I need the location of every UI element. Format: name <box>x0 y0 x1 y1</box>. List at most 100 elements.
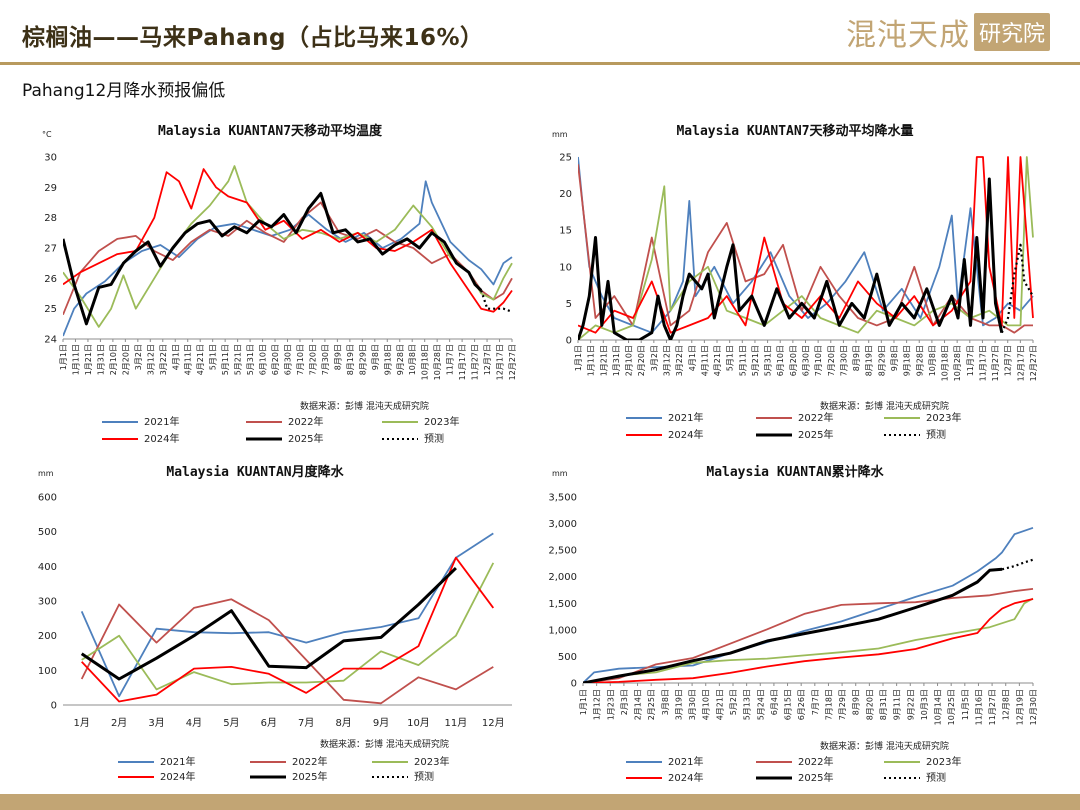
y-tick-label: 400 <box>38 562 57 573</box>
axis-unit: mm <box>552 130 568 139</box>
source-note: 数据来源：彭博 混沌天成研究院 <box>820 740 949 752</box>
x-tick-label: 9月8日 <box>890 345 899 371</box>
series-line-2025 <box>583 567 1003 683</box>
series-line-2025 <box>578 177 1004 340</box>
x-tick-label: 9月 <box>373 717 389 729</box>
x-tick-label: 3月2日 <box>650 345 659 371</box>
y-tick-label: 0 <box>566 336 572 347</box>
x-tick-label: 6月30日 <box>284 344 293 375</box>
x-tick-label: 12月30日 <box>1029 689 1038 725</box>
x-tick-label: 8月9日 <box>852 345 861 371</box>
x-tick-label: 12月19日 <box>1015 689 1024 725</box>
chart-title: Malaysia KUANTAN7天移动平均降水量 <box>676 123 913 139</box>
x-tick-label: 8月9日 <box>852 689 861 715</box>
x-tick-label: 7月10日 <box>296 344 305 375</box>
legend-label: 2021年 <box>668 411 703 424</box>
x-tick-label: 5月11日 <box>738 345 747 376</box>
x-tick-label: 10月14日 <box>934 689 943 725</box>
x-tick-label: 4月21日 <box>713 345 722 376</box>
y-tick-label: 600 <box>38 493 57 504</box>
x-tick-label: 1月11日 <box>71 344 80 375</box>
series-line-2024 <box>578 156 1034 334</box>
x-tick-label: 1月12日 <box>593 689 602 720</box>
x-tick-label: 5月11日 <box>221 344 230 375</box>
x-tick-label: 10月8日 <box>928 345 937 376</box>
x-tick-label: 12月27日 <box>508 344 517 380</box>
series-line-forecast <box>1001 558 1034 571</box>
x-tick-label: 5月 <box>223 717 239 729</box>
series-line-2023 <box>583 597 1034 683</box>
x-tick-label: 11月27日 <box>988 689 997 725</box>
x-tick-label: 9月28日 <box>915 345 924 376</box>
x-tick-label: 5月24日 <box>756 689 765 720</box>
series-line-2024 <box>81 556 495 703</box>
series-line-2022 <box>578 164 1033 334</box>
series-line-2023 <box>63 165 513 328</box>
series-line-2025 <box>63 191 483 326</box>
x-tick-label: 4月21日 <box>715 689 724 720</box>
x-tick-label: 7月30日 <box>839 345 848 376</box>
series-line-2023 <box>81 562 495 691</box>
source-note: 数据来源：彭博 混沌天成研究院 <box>300 400 429 412</box>
series-line-2021 <box>80 532 494 698</box>
x-tick-label: 10月25日 <box>947 689 956 725</box>
x-tick-label: 4月11日 <box>700 345 709 376</box>
x-tick-label: 10月28日 <box>953 345 962 381</box>
x-tick-label: 4月21日 <box>196 344 205 375</box>
x-tick-label: 3月19日 <box>674 689 683 720</box>
x-tick-label: 12月7日 <box>1004 345 1013 376</box>
x-tick-label: 1月1日 <box>574 345 583 371</box>
x-tick-label: 2月20日 <box>637 345 646 376</box>
y-tick-label: 0 <box>51 701 57 712</box>
x-tick-label: 12月17日 <box>496 344 505 380</box>
x-tick-label: 3月8日 <box>661 689 670 715</box>
x-tick-label: 5月2日 <box>729 689 738 715</box>
chart-rain-cumulative: Malaysia KUANTAN累计降水 mm 0 500 1,000 1,500 2,00… <box>540 452 1060 790</box>
x-tick-label: 9月8日 <box>371 344 380 370</box>
y-tick-label: 28 <box>44 213 57 224</box>
x-tick-label: 10月 <box>407 717 430 729</box>
x-tick-label: 12月27日 <box>1029 345 1038 381</box>
y-tick-label: 3,000 <box>548 519 577 530</box>
series-line-2022 <box>80 598 494 705</box>
x-tick-label: 10月18日 <box>941 345 950 381</box>
x-tick-label: 1月1日 <box>579 689 588 715</box>
x-tick-label: 2月25日 <box>647 689 656 720</box>
x-tick-label: 7月7日 <box>811 689 820 715</box>
x-tick-label: 6月 <box>261 717 277 729</box>
chart-title: Malaysia KUANTAN7天移动平均温度 <box>158 123 383 139</box>
legend-label: 2023年 <box>424 415 459 428</box>
x-tick-label: 11月5日 <box>961 689 970 720</box>
legend-label: 2021年 <box>144 415 179 428</box>
x-tick-label: 8月19日 <box>865 345 874 376</box>
legend-label: 2022年 <box>798 411 833 424</box>
legend-label: 预测 <box>424 432 444 445</box>
y-tick-label: 500 <box>38 527 57 538</box>
legend-label: 2021年 <box>160 755 195 768</box>
x-tick-label: 5月31日 <box>246 344 255 375</box>
legend-label: 2023年 <box>414 755 449 768</box>
y-tick-label: 24 <box>44 335 57 346</box>
legend-label: 2024年 <box>160 770 195 783</box>
x-tick-label: 5月1日 <box>209 344 218 370</box>
y-tick-label: 2,500 <box>548 546 577 557</box>
x-tick-label: 11月27日 <box>471 344 480 380</box>
legend-label: 2025年 <box>798 428 833 441</box>
source-note: 数据来源：彭博 混沌天成研究院 <box>320 738 449 750</box>
y-tick-label: 10 <box>559 262 572 273</box>
chart-svg: Malaysia KUANTAN7天移动平均温度 °C 24 25 26 27 28 29 30… <box>42 123 517 445</box>
x-tick-label: 6月30日 <box>802 345 811 376</box>
legend-label: 2024年 <box>668 771 703 784</box>
axis-unit: °C <box>42 130 52 139</box>
x-tick-label: 7月10日 <box>814 345 823 376</box>
y-tick-label: 20 <box>559 189 572 200</box>
y-tick-label: 25 <box>559 153 572 164</box>
x-tick-label: 5月31日 <box>764 345 773 376</box>
y-tick-label: 26 <box>44 274 57 285</box>
x-tick-label: 11月 <box>445 717 468 729</box>
x-tick-label: 4月1日 <box>688 345 697 371</box>
x-tick-label: 1月31日 <box>96 344 105 375</box>
x-tick-label: 1月21日 <box>84 344 93 375</box>
x-tick-label: 7月29日 <box>838 689 847 720</box>
x-tick-label: 9月18日 <box>383 344 392 375</box>
